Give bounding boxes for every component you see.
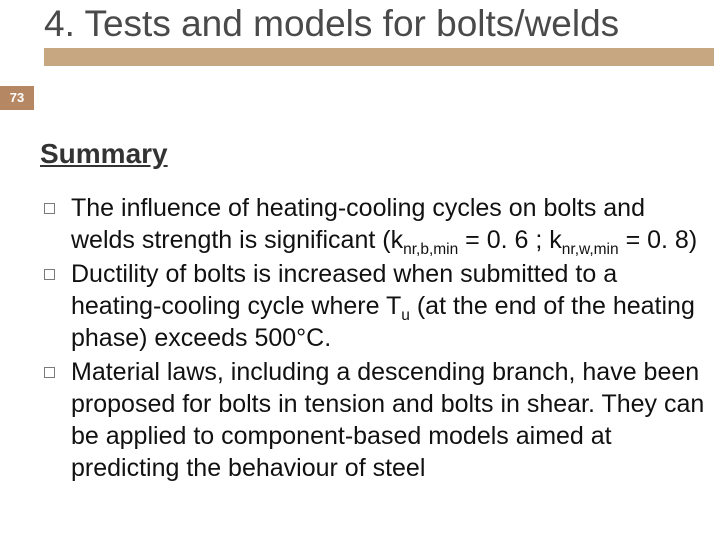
slide-title: 4. Tests and models for bolts/welds: [44, 2, 714, 46]
bullet-text: The influence of heating-cooling cycles …: [71, 192, 710, 256]
slide-number-badge: 73: [0, 86, 34, 110]
bullet-list: The influence of heating-cooling cycles …: [44, 192, 710, 486]
list-item: The influence of heating-cooling cycles …: [44, 192, 710, 256]
bullet-text: Material laws, including a descending br…: [71, 356, 710, 484]
bullet-icon: [44, 203, 55, 214]
bullet-text: Ductility of bolts is increased when sub…: [71, 258, 710, 354]
list-item: Material laws, including a descending br…: [44, 356, 710, 484]
bullet-icon: [44, 367, 55, 378]
list-item: Ductility of bolts is increased when sub…: [44, 258, 710, 354]
summary-heading: Summary: [40, 138, 168, 170]
accent-bar: [44, 48, 714, 66]
title-block: 4. Tests and models for bolts/welds: [44, 2, 714, 66]
bullet-icon: [44, 269, 55, 280]
